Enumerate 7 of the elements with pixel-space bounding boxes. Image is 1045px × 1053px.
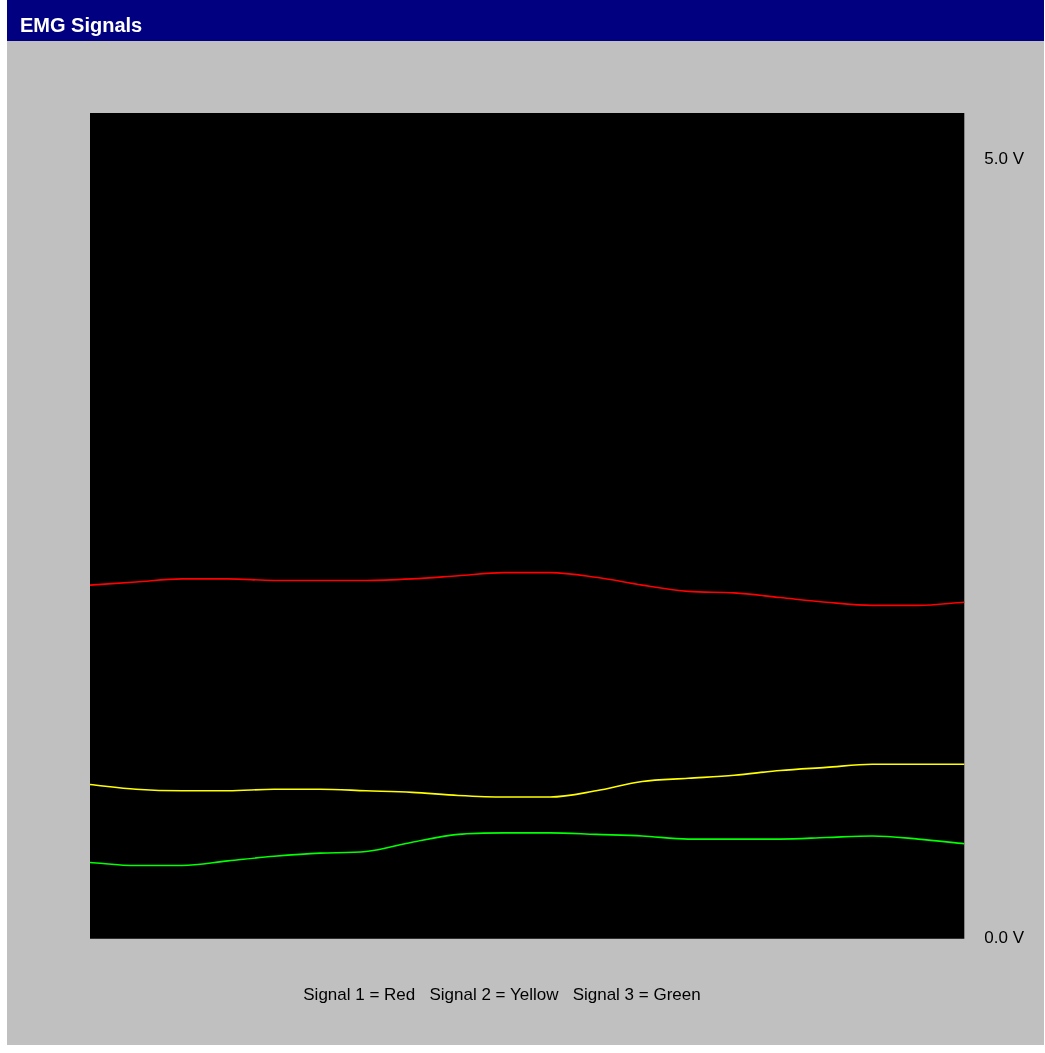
line-series bbox=[89, 832, 966, 867]
line-series bbox=[89, 571, 966, 607]
line-series bbox=[89, 763, 966, 798]
y-tick-label: 0.0 V bbox=[984, 928, 1025, 948]
y-tick-label: 5.0 V bbox=[984, 149, 1025, 169]
text: Signal 1 = Red Signal 2 = Yellow Signal 3 = Green bbox=[302, 985, 702, 1005]
chart-title: EMG Signals bbox=[7, 0, 1044, 41]
